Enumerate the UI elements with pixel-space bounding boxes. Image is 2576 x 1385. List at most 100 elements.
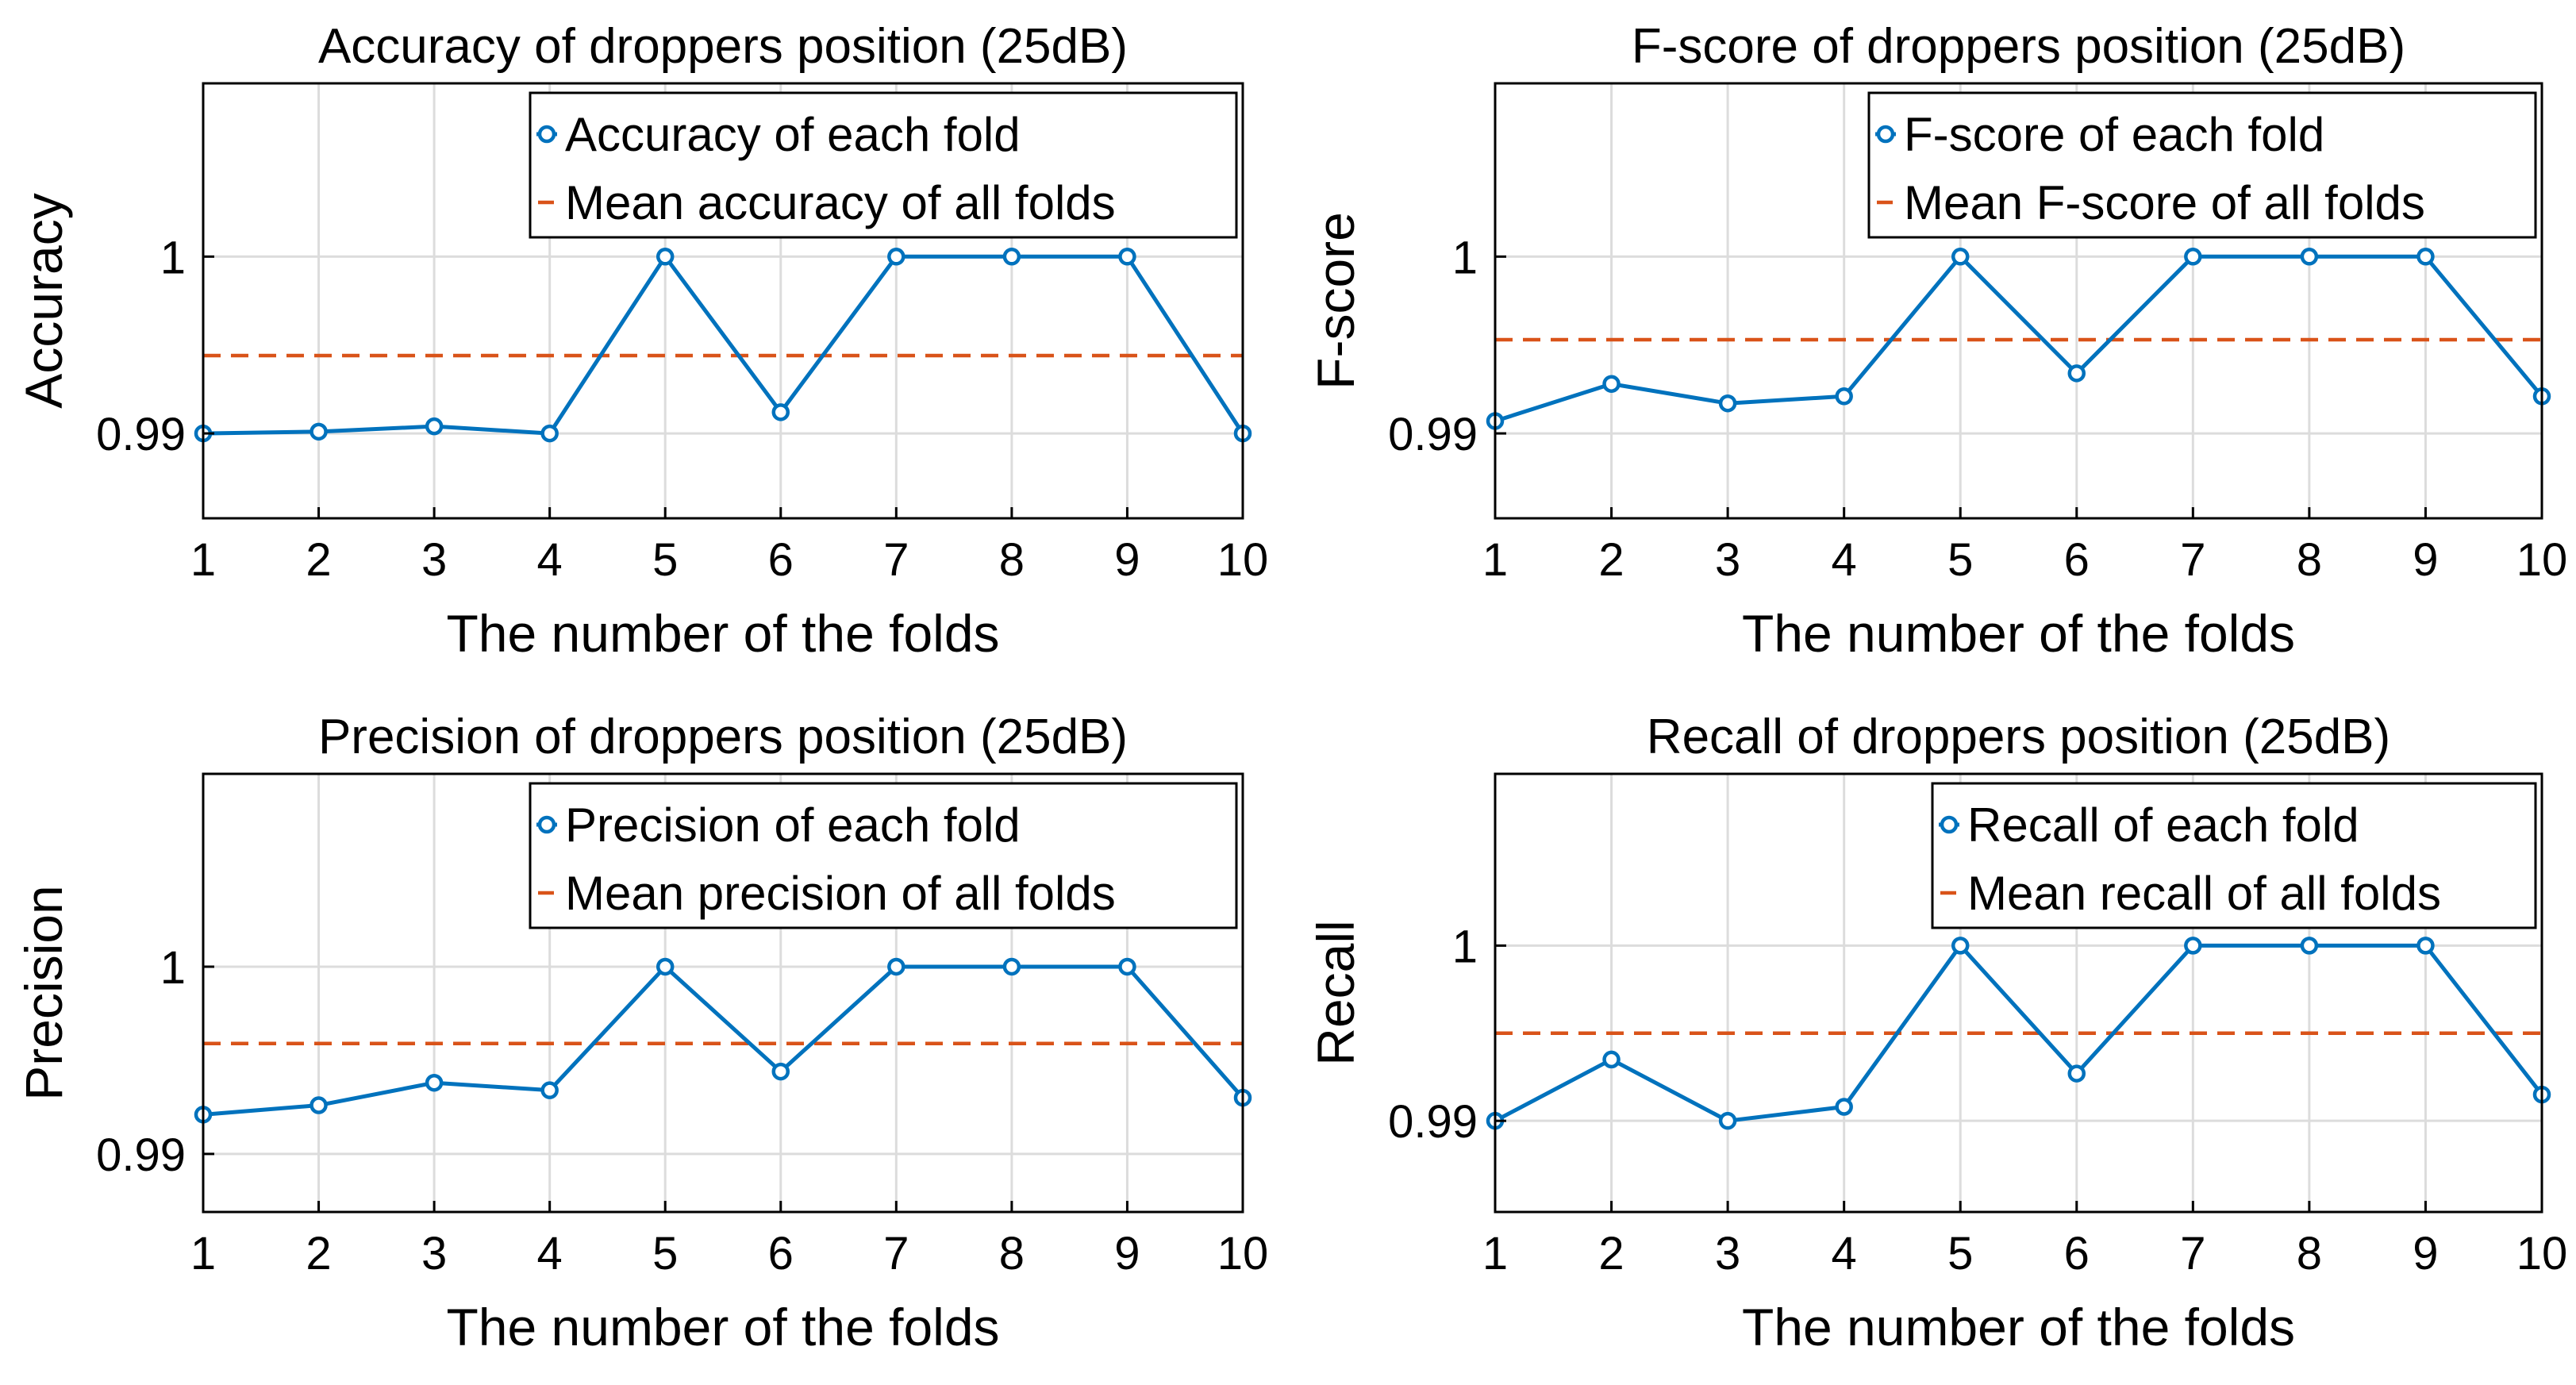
data-point	[1002, 248, 1021, 266]
legend: Recall of each fold Mean recall of all fo…	[1931, 782, 2537, 929]
data-point	[425, 417, 444, 436]
x-tick-label: 2	[1598, 1228, 1624, 1279]
data-point	[2300, 248, 2319, 266]
legend-mean-label: Mean precision of all folds	[565, 867, 1116, 920]
y-tick-label: 0.99	[1388, 1096, 1478, 1148]
x-axis-label: The number of the folds	[1742, 1298, 2295, 1356]
chart-title: Recall of droppers position (25dB)	[1647, 710, 2390, 764]
legend-mean-label: Mean F-score of all folds	[1904, 176, 2425, 229]
x-tick-label: 4	[537, 1228, 563, 1279]
x-tick-label: 2	[306, 1228, 331, 1279]
x-tick-label: 8	[2297, 534, 2322, 586]
x-tick-label: 8	[2297, 1228, 2322, 1279]
data-point	[2184, 248, 2202, 266]
data-point	[656, 957, 675, 976]
x-tick-label: 7	[883, 534, 909, 586]
x-tick-label: 5	[652, 1228, 678, 1279]
data-point	[771, 1062, 790, 1081]
x-tick-label: 1	[190, 1228, 216, 1279]
legend: F-score of each fold Mean F-score of all …	[1867, 91, 2537, 239]
series-line	[202, 254, 1245, 436]
data-point	[887, 248, 905, 266]
x-tick-label: 9	[2413, 1228, 2438, 1279]
subplot-1: 1 2 3 4 5 6 7 8 9 10 0.99 1 Accuracy of droppers pos…	[14, 19, 1268, 663]
x-tick-label: 5	[1947, 534, 1973, 586]
data-point	[1951, 937, 1970, 955]
y-axis-label: Accuracy	[14, 193, 73, 408]
legend-series-swatch-marker	[537, 125, 556, 144]
y-axis-label: Precision	[14, 885, 73, 1100]
chart-title: Precision of droppers position (25dB)	[318, 710, 1128, 764]
data-point	[2067, 364, 2086, 383]
x-tick-label: 8	[999, 1228, 1025, 1279]
data-point	[1951, 248, 1970, 266]
series-line	[202, 964, 1244, 1117]
legend-series-label: Recall of each fold	[1967, 798, 2359, 852]
data-point	[1118, 957, 1136, 976]
x-tick-label: 1	[190, 534, 216, 586]
y-tick-label: 1	[1452, 921, 1478, 972]
x-tick-label: 4	[1832, 1228, 1857, 1279]
legend-series-swatch-marker	[537, 815, 556, 834]
series-line	[1494, 943, 2543, 1123]
x-tick-label: 2	[1598, 534, 1624, 586]
data-point	[2416, 248, 2435, 266]
data-point	[1602, 1050, 1621, 1069]
data-point	[771, 403, 790, 421]
x-tick-label: 9	[1114, 534, 1140, 586]
data-point	[2416, 937, 2435, 955]
x-tick-label: 3	[421, 1228, 447, 1279]
x-tick-label: 6	[2064, 534, 2090, 586]
data-point	[1835, 387, 1853, 406]
legend-box	[1867, 91, 2537, 239]
series-line	[1494, 254, 2543, 423]
legend-box	[529, 782, 1238, 929]
x-tick-label: 5	[652, 534, 678, 586]
x-tick-label: 5	[1947, 1228, 1973, 1279]
x-tick-label: 10	[1217, 534, 1269, 586]
x-tick-label: 10	[2516, 1228, 2568, 1279]
chart-title: F-score of droppers position (25dB)	[1632, 19, 2405, 74]
subplot-2: 1 2 3 4 5 6 7 8 9 10 0.99 1 F-score of droppers posi…	[1306, 19, 2567, 663]
data-point	[1718, 1111, 1737, 1130]
x-tick-label: 10	[1217, 1228, 1269, 1279]
x-tick-label: 6	[2064, 1228, 2090, 1279]
data-point	[1835, 1098, 1853, 1116]
x-tick-label: 7	[2180, 1228, 2205, 1279]
y-axis-label: Recall	[1306, 920, 1365, 1065]
x-tick-label: 7	[883, 1228, 909, 1279]
x-tick-label: 7	[2180, 534, 2205, 586]
x-tick-label: 6	[768, 1228, 794, 1279]
x-tick-label: 4	[537, 534, 563, 586]
data-point	[2067, 1064, 2086, 1083]
x-axis-label: The number of the folds	[446, 604, 999, 663]
legend: Accuracy of each fold Mean accuracy of al…	[529, 91, 1238, 239]
legend: Precision of each fold Mean precision of …	[529, 782, 1238, 929]
data-point	[310, 422, 328, 441]
x-tick-label: 3	[421, 534, 447, 586]
y-tick-label: 0.99	[96, 409, 186, 460]
legend-series-label: Precision of each fold	[565, 798, 1021, 852]
x-tick-label: 9	[2413, 534, 2438, 586]
x-tick-label: 1	[1482, 1228, 1508, 1279]
x-tick-label: 10	[2516, 534, 2568, 586]
axes-box	[1494, 82, 2543, 520]
y-tick-label: 1	[160, 232, 186, 283]
legend-box	[1931, 782, 2537, 929]
data-point	[887, 957, 905, 976]
x-tick-label: 3	[1715, 534, 1740, 586]
x-tick-label: 2	[306, 534, 331, 586]
axes-box	[202, 82, 1244, 520]
x-tick-label: 4	[1832, 534, 1857, 586]
data-point	[1602, 375, 1621, 393]
subplot-4: 1 2 3 4 5 6 7 8 9 10 0.99 1 Recall of droppers posit…	[1306, 710, 2567, 1356]
legend-series-swatch-marker	[1876, 125, 1895, 144]
x-tick-label: 6	[768, 534, 794, 586]
data-point	[656, 248, 675, 266]
x-tick-label: 3	[1715, 1228, 1740, 1279]
data-point	[1002, 957, 1021, 976]
axes-box	[1494, 772, 2543, 1214]
y-axis-label: F-score	[1306, 212, 1365, 390]
